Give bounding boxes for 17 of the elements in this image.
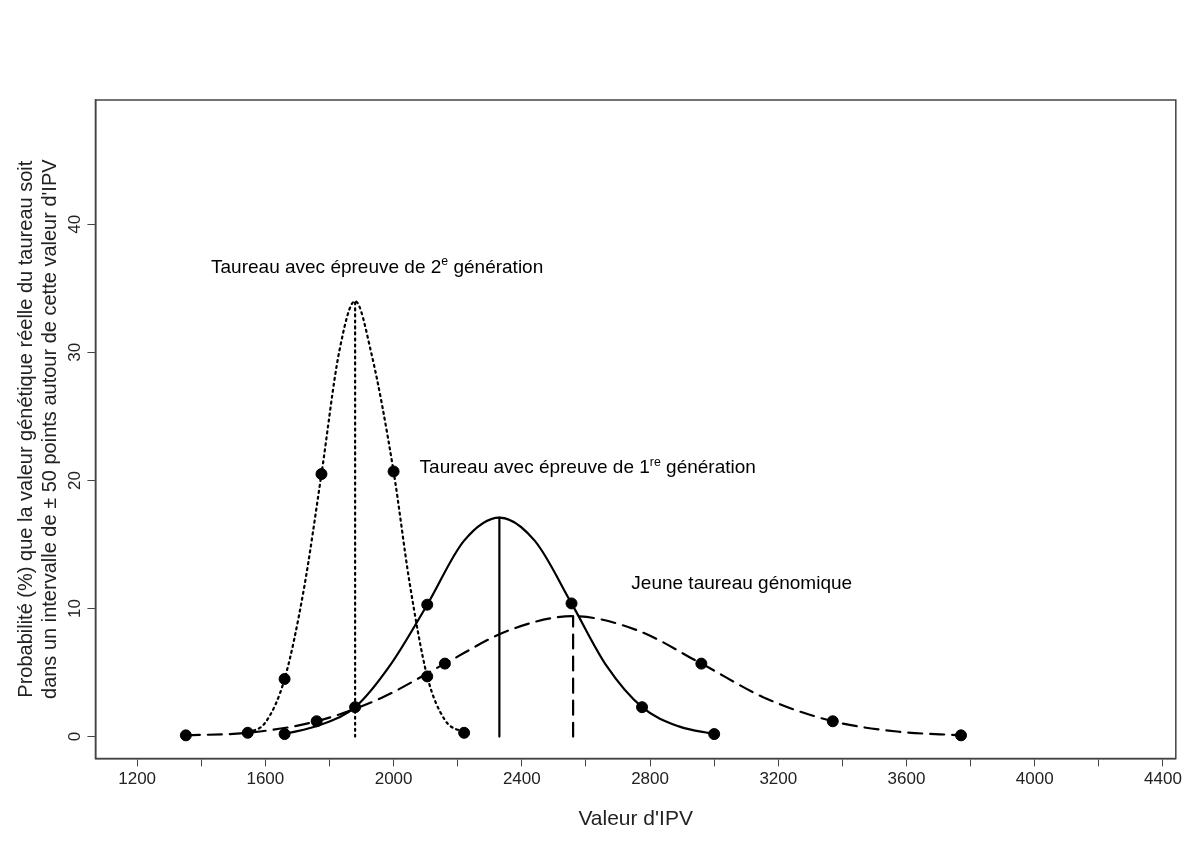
y-tick-label: 30 bbox=[65, 342, 85, 362]
x-tick-label: 1600 bbox=[246, 769, 285, 789]
x-tick-label: 4400 bbox=[1144, 769, 1182, 789]
y-axis-title: Probabilité (%) que la valeur génétique réelle du taureau soit dans un intervalle de ± 50 points autour de cette valeur d'IPV bbox=[13, 158, 60, 699]
y-tick-label: 0 bbox=[65, 731, 85, 742]
x-tick-label: 2800 bbox=[631, 769, 669, 789]
x-tick-label: 2400 bbox=[502, 769, 541, 789]
x-tick-label: 3200 bbox=[759, 769, 798, 789]
y-tick-label: 10 bbox=[65, 599, 85, 618]
x-tick-label: 1200 bbox=[118, 769, 157, 789]
x-tick-label: 2000 bbox=[374, 769, 413, 789]
y-tick-label: 20 bbox=[65, 470, 85, 490]
x-tick-label: 4000 bbox=[1015, 769, 1054, 789]
y-tick-label: 40 bbox=[65, 214, 85, 234]
x-tick-label: 3600 bbox=[887, 769, 926, 789]
annotation: Jeune taureau génomique bbox=[631, 571, 853, 593]
x-axis-title: Valeur d'IPV bbox=[578, 806, 693, 830]
